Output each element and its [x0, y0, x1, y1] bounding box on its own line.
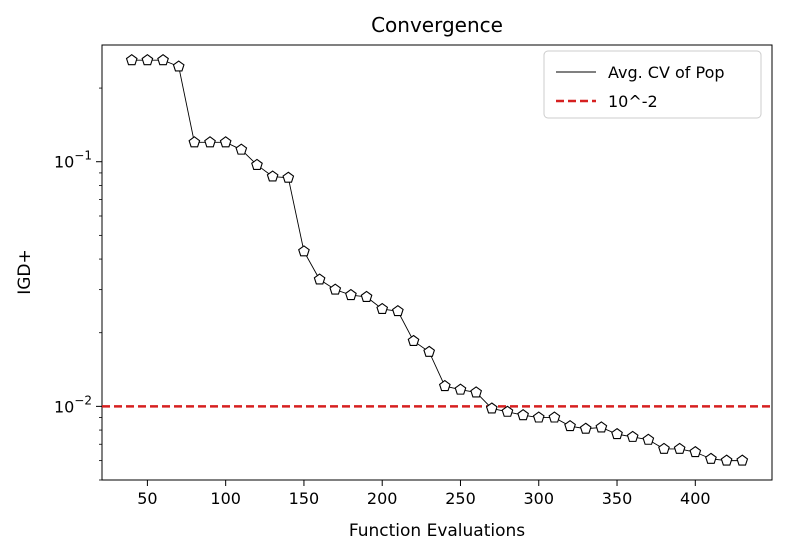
series-line [131, 59, 743, 462]
data-point [658, 442, 670, 454]
legend-series-label: Avg. CV of Pop [608, 63, 725, 82]
data-point [266, 170, 279, 182]
data-point [235, 143, 248, 155]
data-point [345, 288, 357, 301]
data-point [564, 419, 576, 432]
data-point [517, 409, 529, 421]
x-tick-label: 150 [289, 489, 320, 508]
data-point [329, 283, 342, 295]
data-point [438, 379, 451, 392]
data-point [172, 60, 185, 72]
x-tick-label: 100 [210, 489, 241, 508]
data-point [548, 411, 561, 423]
axes-frame [101, 44, 773, 481]
data-point [376, 302, 389, 315]
x-tick-label: 300 [523, 489, 554, 508]
y-tick-label: 10−2 [54, 393, 92, 416]
data-point [626, 430, 639, 442]
data-point [125, 54, 138, 66]
data-point [720, 454, 733, 466]
legend-box [543, 50, 762, 119]
data-point [470, 386, 483, 398]
x-tick-label: 400 [680, 489, 711, 508]
data-point [391, 304, 404, 317]
data-point [705, 452, 717, 464]
data-point [689, 445, 702, 458]
data-point [423, 345, 436, 357]
data-point [204, 136, 216, 148]
data-point [595, 421, 608, 433]
data-point [360, 290, 373, 302]
x-tick-label: 50 [137, 489, 157, 508]
data-point [611, 427, 623, 440]
data-point [501, 405, 514, 417]
data-point [454, 383, 467, 395]
x-tick-label: 200 [367, 489, 398, 508]
data-point [673, 442, 686, 454]
data-point [736, 454, 749, 466]
data-point [642, 433, 655, 445]
data-point [579, 422, 592, 434]
data-point [251, 158, 263, 170]
plot-area: 50 100 150 200 250 300 350 400 10−1 10−2 [54, 44, 773, 508]
chart-title: Convergence [371, 13, 503, 37]
x-tick-label: 350 [602, 489, 633, 508]
data-point [188, 136, 201, 148]
data-point [485, 402, 498, 414]
data-point [298, 245, 310, 257]
data-point [141, 54, 154, 66]
x-axis-label: Function Evaluations [349, 521, 525, 541]
data-point [157, 54, 169, 66]
data-point [219, 136, 232, 148]
data-point [532, 411, 545, 423]
x-tick-label: 250 [445, 489, 476, 508]
y-axis-label: IGD+ [15, 249, 35, 295]
legend-reference-label: 10^-2 [608, 92, 658, 111]
y-tick-label: 10−1 [54, 149, 92, 172]
legend: Avg. CV of Pop 10^-2 [543, 50, 762, 119]
data-point [282, 171, 295, 183]
data-point [313, 273, 326, 285]
data-point [407, 334, 420, 347]
